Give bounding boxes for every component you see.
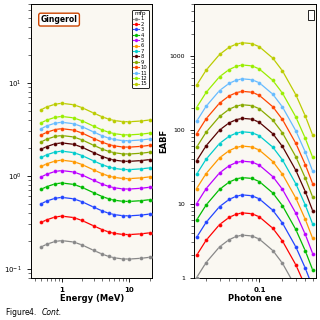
Text: Cont.: Cont. [42,308,62,317]
X-axis label: Photon ene: Photon ene [228,294,282,303]
Text: Figure: Figure [6,308,32,317]
Text: 4.: 4. [29,308,38,317]
Legend: 1, 2, 3, 4, 5, 6, 7, 8, 9, 10, 11, 12, 15: 1, 2, 3, 4, 5, 6, 7, 8, 9, 10, 11, 12, 1… [132,10,148,88]
X-axis label: Energy (MeV): Energy (MeV) [60,294,124,303]
Y-axis label: EABF: EABF [159,129,168,153]
Text: Gingerol: Gingerol [41,15,77,24]
